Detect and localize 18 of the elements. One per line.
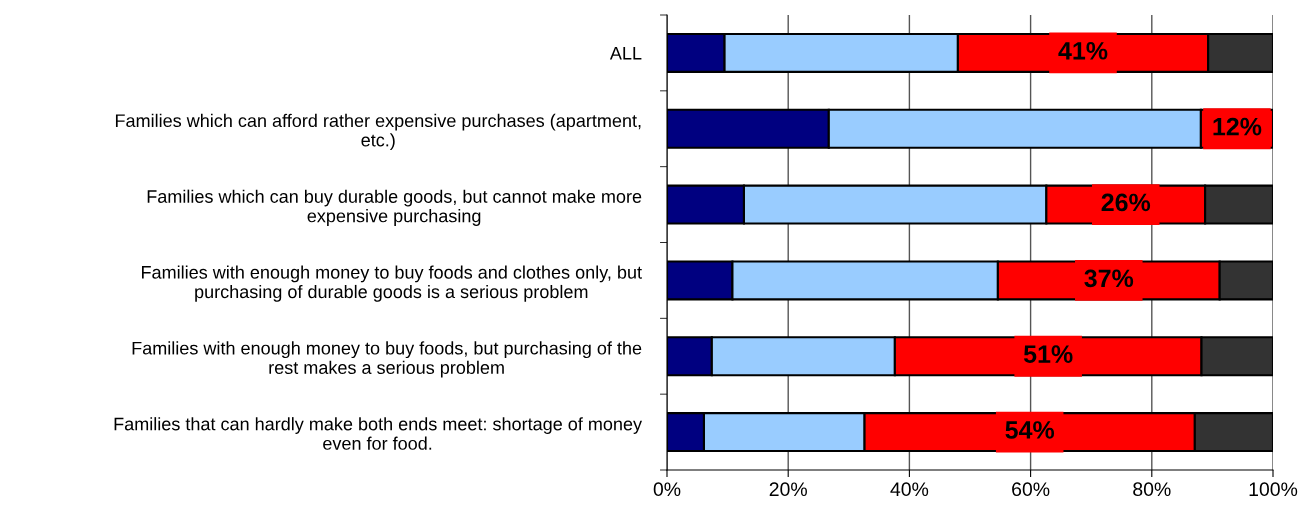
data-label: 26% xyxy=(1101,193,1151,212)
x-tick-label: 40% xyxy=(890,482,929,497)
y-tick-label: Families with enough money to buy foods, but purchasing of the rest makes a serious problem xyxy=(132,341,642,378)
y-tick-label: Families that can hardly make both ends meet: shortage of money even for food. xyxy=(114,417,643,450)
x-tick-label: 100% xyxy=(1249,482,1298,497)
x-tick-label: 0% xyxy=(653,482,681,497)
x-tick-label: 80% xyxy=(1133,482,1171,497)
data-label: 54% xyxy=(1005,421,1055,439)
x-tick-label: 20% xyxy=(769,482,807,497)
y-tick-label: Families with enough money to buy foods and clothes only, but purchasing of durable goods is a serious problem xyxy=(142,265,642,302)
x-tick-label: 60% xyxy=(1012,482,1050,497)
data-label: 37% xyxy=(1084,269,1134,288)
y-tick-label: Families which can afford rather expensive purchases (apartment, etc.) xyxy=(115,113,641,151)
data-label: 41% xyxy=(1058,41,1108,60)
y-tick-label: ALL xyxy=(609,47,642,60)
data-label: 51% xyxy=(1023,345,1073,363)
data-label: 12% xyxy=(1213,117,1262,136)
y-tick-label: Families which can buy durable goods, but cannot make more expensive purchasing xyxy=(147,189,642,226)
